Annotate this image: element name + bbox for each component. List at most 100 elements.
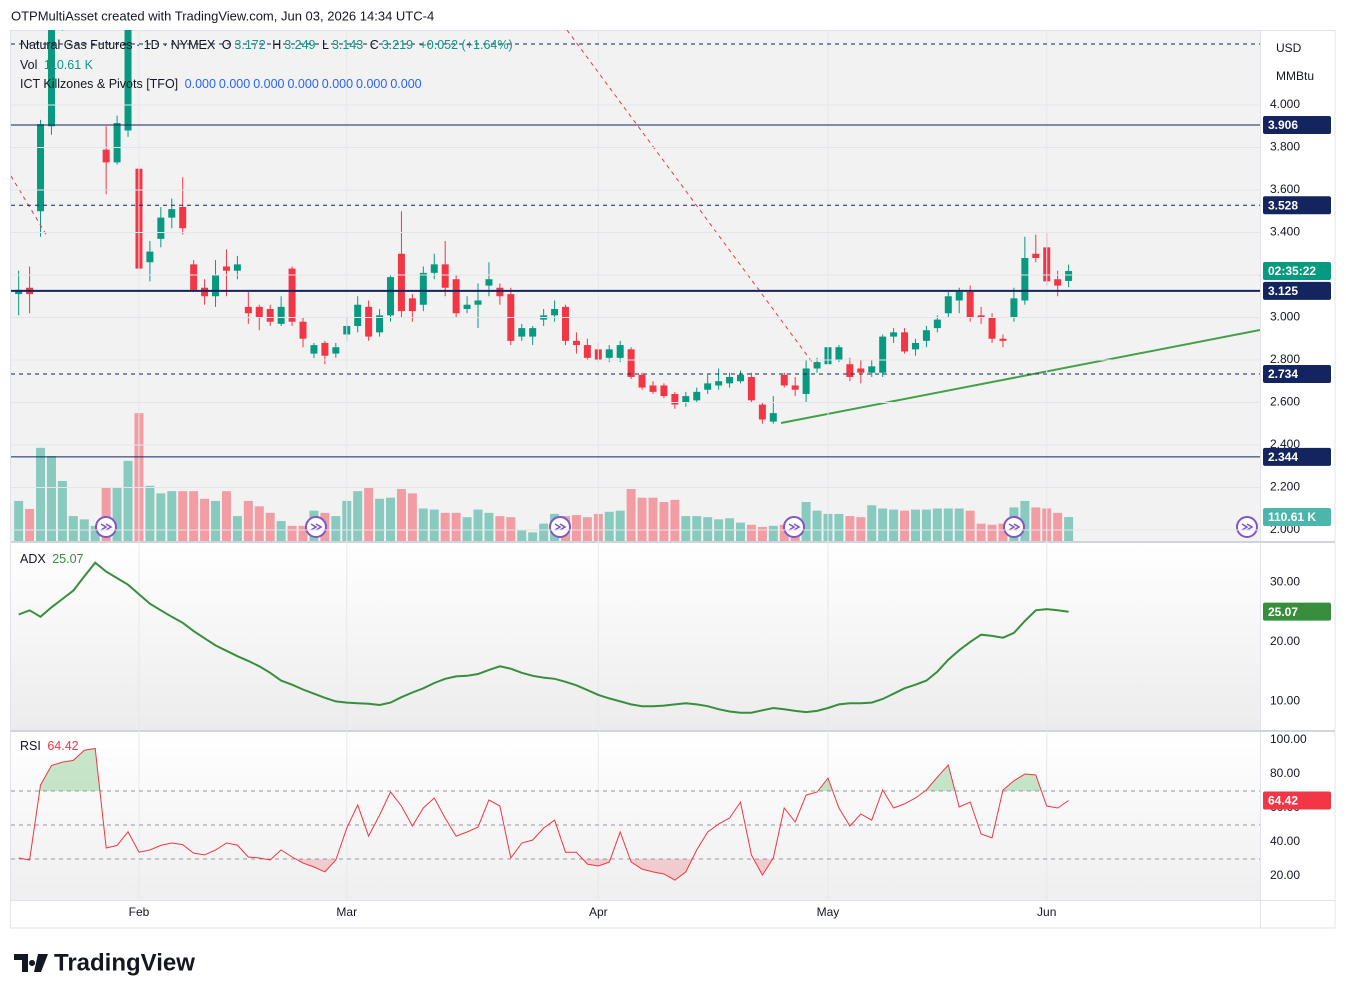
indicator-value: 0.000: [218, 77, 251, 91]
volume-bar: [812, 510, 822, 541]
countdown-label-bg: [1263, 261, 1331, 280]
candle-body: [1021, 257, 1029, 301]
rsi-tick-label: 40.00: [1270, 834, 1300, 848]
currency: USD: [1276, 41, 1302, 55]
ohlc-key: C: [369, 38, 379, 52]
event-icon[interactable]: [1003, 516, 1025, 538]
event-icon[interactable]: [783, 516, 805, 538]
volume-bar: [637, 497, 647, 541]
candle-body: [605, 349, 613, 358]
candle-body: [168, 209, 176, 218]
brand: TradingView: [54, 949, 195, 976]
candle-body: [233, 264, 241, 271]
trend-line: [780, 329, 1260, 424]
candle-body: [616, 345, 624, 358]
candle-body: [354, 304, 362, 326]
volume-bar: [221, 491, 231, 541]
volume-bar: [659, 502, 669, 541]
level-label: 3.125: [1268, 284, 1298, 298]
volume-bar: [46, 456, 56, 541]
indicator-legend: ICT Killzones & Pivots [TFO] 0.000 0.000 0…: [20, 77, 425, 91]
volume-bar: [287, 525, 297, 541]
candle-body: [693, 391, 701, 401]
level-label: 2.734: [1268, 367, 1298, 381]
candle-body: [201, 287, 209, 297]
candle-body: [157, 217, 165, 239]
event-icon[interactable]: [95, 516, 117, 538]
candle-body: [179, 206, 187, 229]
candle-body: [310, 345, 318, 354]
volume-bar: [987, 524, 997, 541]
volume-bar: [615, 510, 625, 541]
adx-pane: [11, 543, 1260, 730]
event-icon[interactable]: [1236, 516, 1258, 538]
volume-bar: [506, 517, 516, 541]
volume-bar: [692, 516, 702, 541]
adx-tick-label: 30.00: [1270, 574, 1300, 588]
candle-body: [1032, 253, 1040, 258]
volume-name: Vol: [20, 58, 38, 72]
volume-bar: [910, 509, 920, 541]
event-icons: [95, 516, 1258, 538]
volume-bar: [90, 525, 100, 541]
candle-body: [911, 342, 919, 350]
indicator-value: 0.000: [390, 77, 422, 91]
event-icon[interactable]: [305, 516, 327, 538]
volume-bar: [779, 524, 789, 541]
rsi-tick-label: 100.00: [1270, 732, 1307, 746]
volume-bar: [998, 523, 1008, 541]
volume-bar: [571, 515, 581, 541]
volume-bar: [101, 487, 111, 541]
candle-body: [419, 272, 427, 305]
volume-label-bg: [1263, 508, 1331, 526]
volume-bar: [353, 491, 363, 541]
indicator-value: 0.000: [356, 77, 388, 91]
candle-body: [758, 404, 766, 420]
candle-body: [332, 347, 340, 354]
level-label-bg: [1263, 281, 1331, 300]
x-tick-label: Apr: [589, 905, 608, 919]
candle-body: [376, 315, 384, 333]
candle-body: [518, 328, 526, 337]
candle-body: [463, 304, 471, 309]
volume-bar: [276, 521, 286, 541]
volume-bar: [976, 523, 986, 541]
candle-body: [583, 345, 591, 358]
volume-bar: [517, 530, 527, 541]
adx-label: 25.07: [1268, 605, 1298, 619]
candle-body: [113, 123, 121, 163]
candle-body: [977, 315, 985, 318]
candle-body: [321, 342, 329, 356]
candle-body: [835, 347, 843, 360]
adx-value: 25.07: [52, 552, 84, 566]
rsi-name: RSI: [20, 739, 41, 753]
change: +0.052 (+1.64%): [419, 38, 513, 52]
candle-body: [791, 385, 799, 390]
volume-bar: [364, 487, 374, 541]
volume-bar: [462, 517, 472, 541]
volume-value: 110.61 K: [43, 58, 93, 72]
candle-body: [747, 376, 755, 401]
y-tick-label: 2.600: [1270, 395, 1300, 409]
rsi-pane: [11, 732, 1260, 900]
adx-label-bg: [1263, 602, 1331, 621]
x-tick-label: May: [817, 905, 840, 919]
main-pane: [11, 30, 1260, 541]
candle-body: [222, 266, 230, 271]
volume-legend: Vol 110.61 K: [20, 58, 96, 72]
level-label: 3.528: [1268, 198, 1298, 212]
candle-body: [190, 264, 198, 290]
event-icon[interactable]: [549, 516, 571, 538]
x-tick-label: Feb: [129, 905, 150, 919]
candle-body: [430, 264, 438, 273]
volume-bar: [386, 497, 396, 541]
trend-line: [11, 175, 48, 237]
candle-body: [244, 306, 252, 314]
indicator-value: 0.000: [253, 77, 285, 91]
volume-bar: [112, 487, 122, 541]
rsi-label: 64.42: [1268, 794, 1298, 808]
y-tick-label: 2.400: [1270, 437, 1300, 451]
volume-bar: [648, 497, 658, 541]
ohlc-value: 3.172: [234, 38, 266, 52]
